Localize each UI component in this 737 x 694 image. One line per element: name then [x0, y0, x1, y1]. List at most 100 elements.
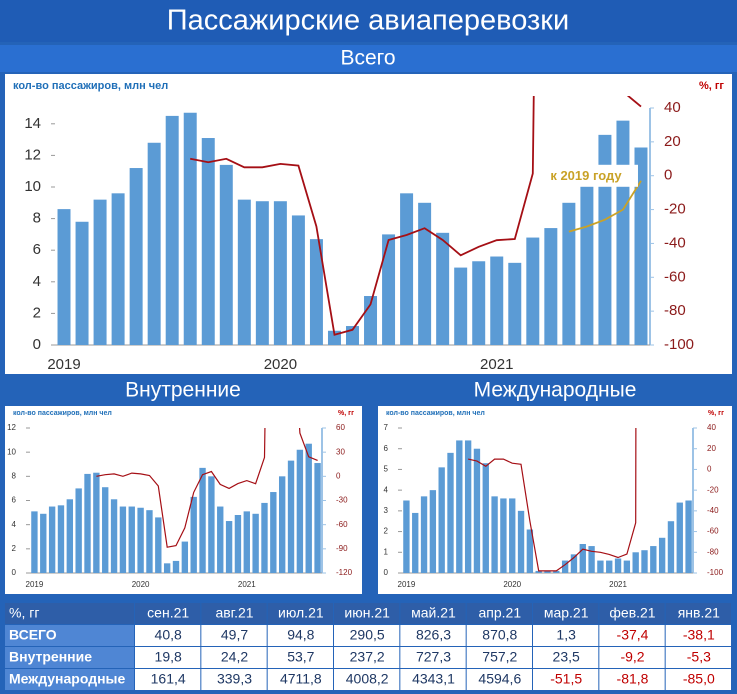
bar: [261, 502, 268, 573]
table-value: -38,1: [683, 627, 715, 643]
y2-tick-label: 40: [707, 423, 716, 432]
y2-tick-label: -60: [707, 527, 719, 536]
bar: [309, 239, 323, 345]
bar: [429, 490, 437, 573]
section-title: Международные: [474, 379, 637, 402]
bar: [273, 201, 287, 345]
bar: [562, 202, 576, 345]
table-cell: [5, 647, 134, 668]
y-tick-label: 4: [384, 485, 389, 494]
table-cell: [533, 669, 599, 690]
y-axis-label: кол-во пассажиров, млн чел: [13, 80, 168, 92]
y-axis-label: кол-во пассажиров, млн чел: [386, 410, 485, 417]
table-cell: [267, 625, 333, 646]
y2-tick-label: -80: [707, 547, 719, 556]
bar: [623, 560, 631, 573]
table-cell: [135, 625, 201, 646]
bar: [75, 221, 89, 345]
bar: [252, 513, 259, 573]
table-cell: [334, 647, 400, 668]
bar: [181, 541, 189, 573]
bar: [111, 193, 125, 345]
line: [190, 96, 642, 336]
y-tick-label: 0: [384, 568, 389, 577]
x-tick-label: 2020: [264, 356, 297, 373]
y2-tick-label: 0: [707, 465, 712, 474]
table-value: 23,5: [553, 649, 580, 665]
bar: [57, 505, 65, 573]
table-cell: [5, 625, 134, 646]
x-tick-label: 2021: [480, 356, 513, 373]
bar: [208, 476, 215, 573]
table-cell: [400, 669, 466, 690]
y2-tick-label: 0: [336, 471, 341, 480]
table-value: 1,3: [556, 627, 576, 643]
y-tick-label: 5: [384, 465, 389, 474]
y2-tick-label: -40: [707, 506, 719, 515]
y-tick-label: 6: [384, 444, 389, 453]
bar: [199, 467, 206, 573]
bar: [48, 506, 56, 573]
x-tick-label: 2021: [238, 580, 256, 589]
y2-tick-label: 60: [336, 423, 345, 432]
y2-tick-label: 0: [664, 167, 672, 184]
bar: [234, 515, 242, 573]
bar: [165, 115, 179, 346]
bar: [508, 262, 522, 345]
bar: [509, 498, 516, 573]
line: [467, 428, 637, 572]
bar: [500, 498, 507, 573]
series-annotation: к 2019 году: [550, 168, 622, 183]
y2-tick-label: -120: [336, 568, 353, 577]
x-tick-label: 2020: [503, 580, 521, 589]
table-cell: [599, 625, 665, 646]
table-header: июл.21: [278, 605, 324, 621]
section-bar: [0, 45, 737, 72]
x-tick-label: 2019: [47, 356, 80, 373]
bar: [597, 560, 604, 573]
bar: [544, 570, 551, 573]
table-value: 4343,1: [412, 671, 455, 687]
bar: [641, 550, 648, 573]
bar: [400, 193, 414, 345]
bar: [456, 440, 463, 573]
table-header: фев.21: [609, 605, 655, 621]
bar: [155, 517, 162, 573]
bar: [685, 500, 692, 573]
table-value: 237,2: [350, 649, 385, 665]
bar: [270, 492, 277, 573]
table-cell: [201, 625, 267, 646]
table-cell: [267, 647, 333, 668]
bar: [237, 199, 251, 345]
bar: [490, 256, 504, 345]
table-cell: [466, 625, 532, 646]
bar: [278, 476, 286, 573]
bar: [535, 570, 542, 573]
bar: [472, 261, 486, 345]
title-bar: [0, 0, 737, 42]
y-tick-label: 7: [384, 423, 389, 432]
y2-tick-label: 20: [707, 444, 716, 453]
table-value: 49,7: [221, 627, 248, 643]
y-tick-label: 2: [33, 304, 41, 321]
table-value: 4594,6: [478, 671, 521, 687]
section-title: Всего: [340, 47, 395, 70]
page-title: Пассажирские авиаперевозки: [167, 5, 569, 37]
y2-tick-label: -100: [664, 336, 694, 353]
y2-tick-label: -80: [664, 302, 686, 319]
table-value: 4008,2: [346, 671, 389, 687]
bar: [287, 460, 295, 573]
table-value: -37,4: [617, 627, 649, 643]
bar: [517, 510, 525, 573]
table-header-cell: [201, 603, 267, 624]
bar: [634, 147, 648, 345]
row-label: Внутренние: [9, 649, 92, 665]
bar: [147, 142, 161, 345]
table-value: 826,3: [416, 627, 451, 643]
table-cell: [267, 669, 333, 690]
bar: [454, 267, 468, 345]
table-header-cell: [466, 603, 532, 624]
y-tick-label: 8: [33, 210, 41, 227]
bar: [614, 558, 622, 573]
table-cell: [201, 669, 267, 690]
